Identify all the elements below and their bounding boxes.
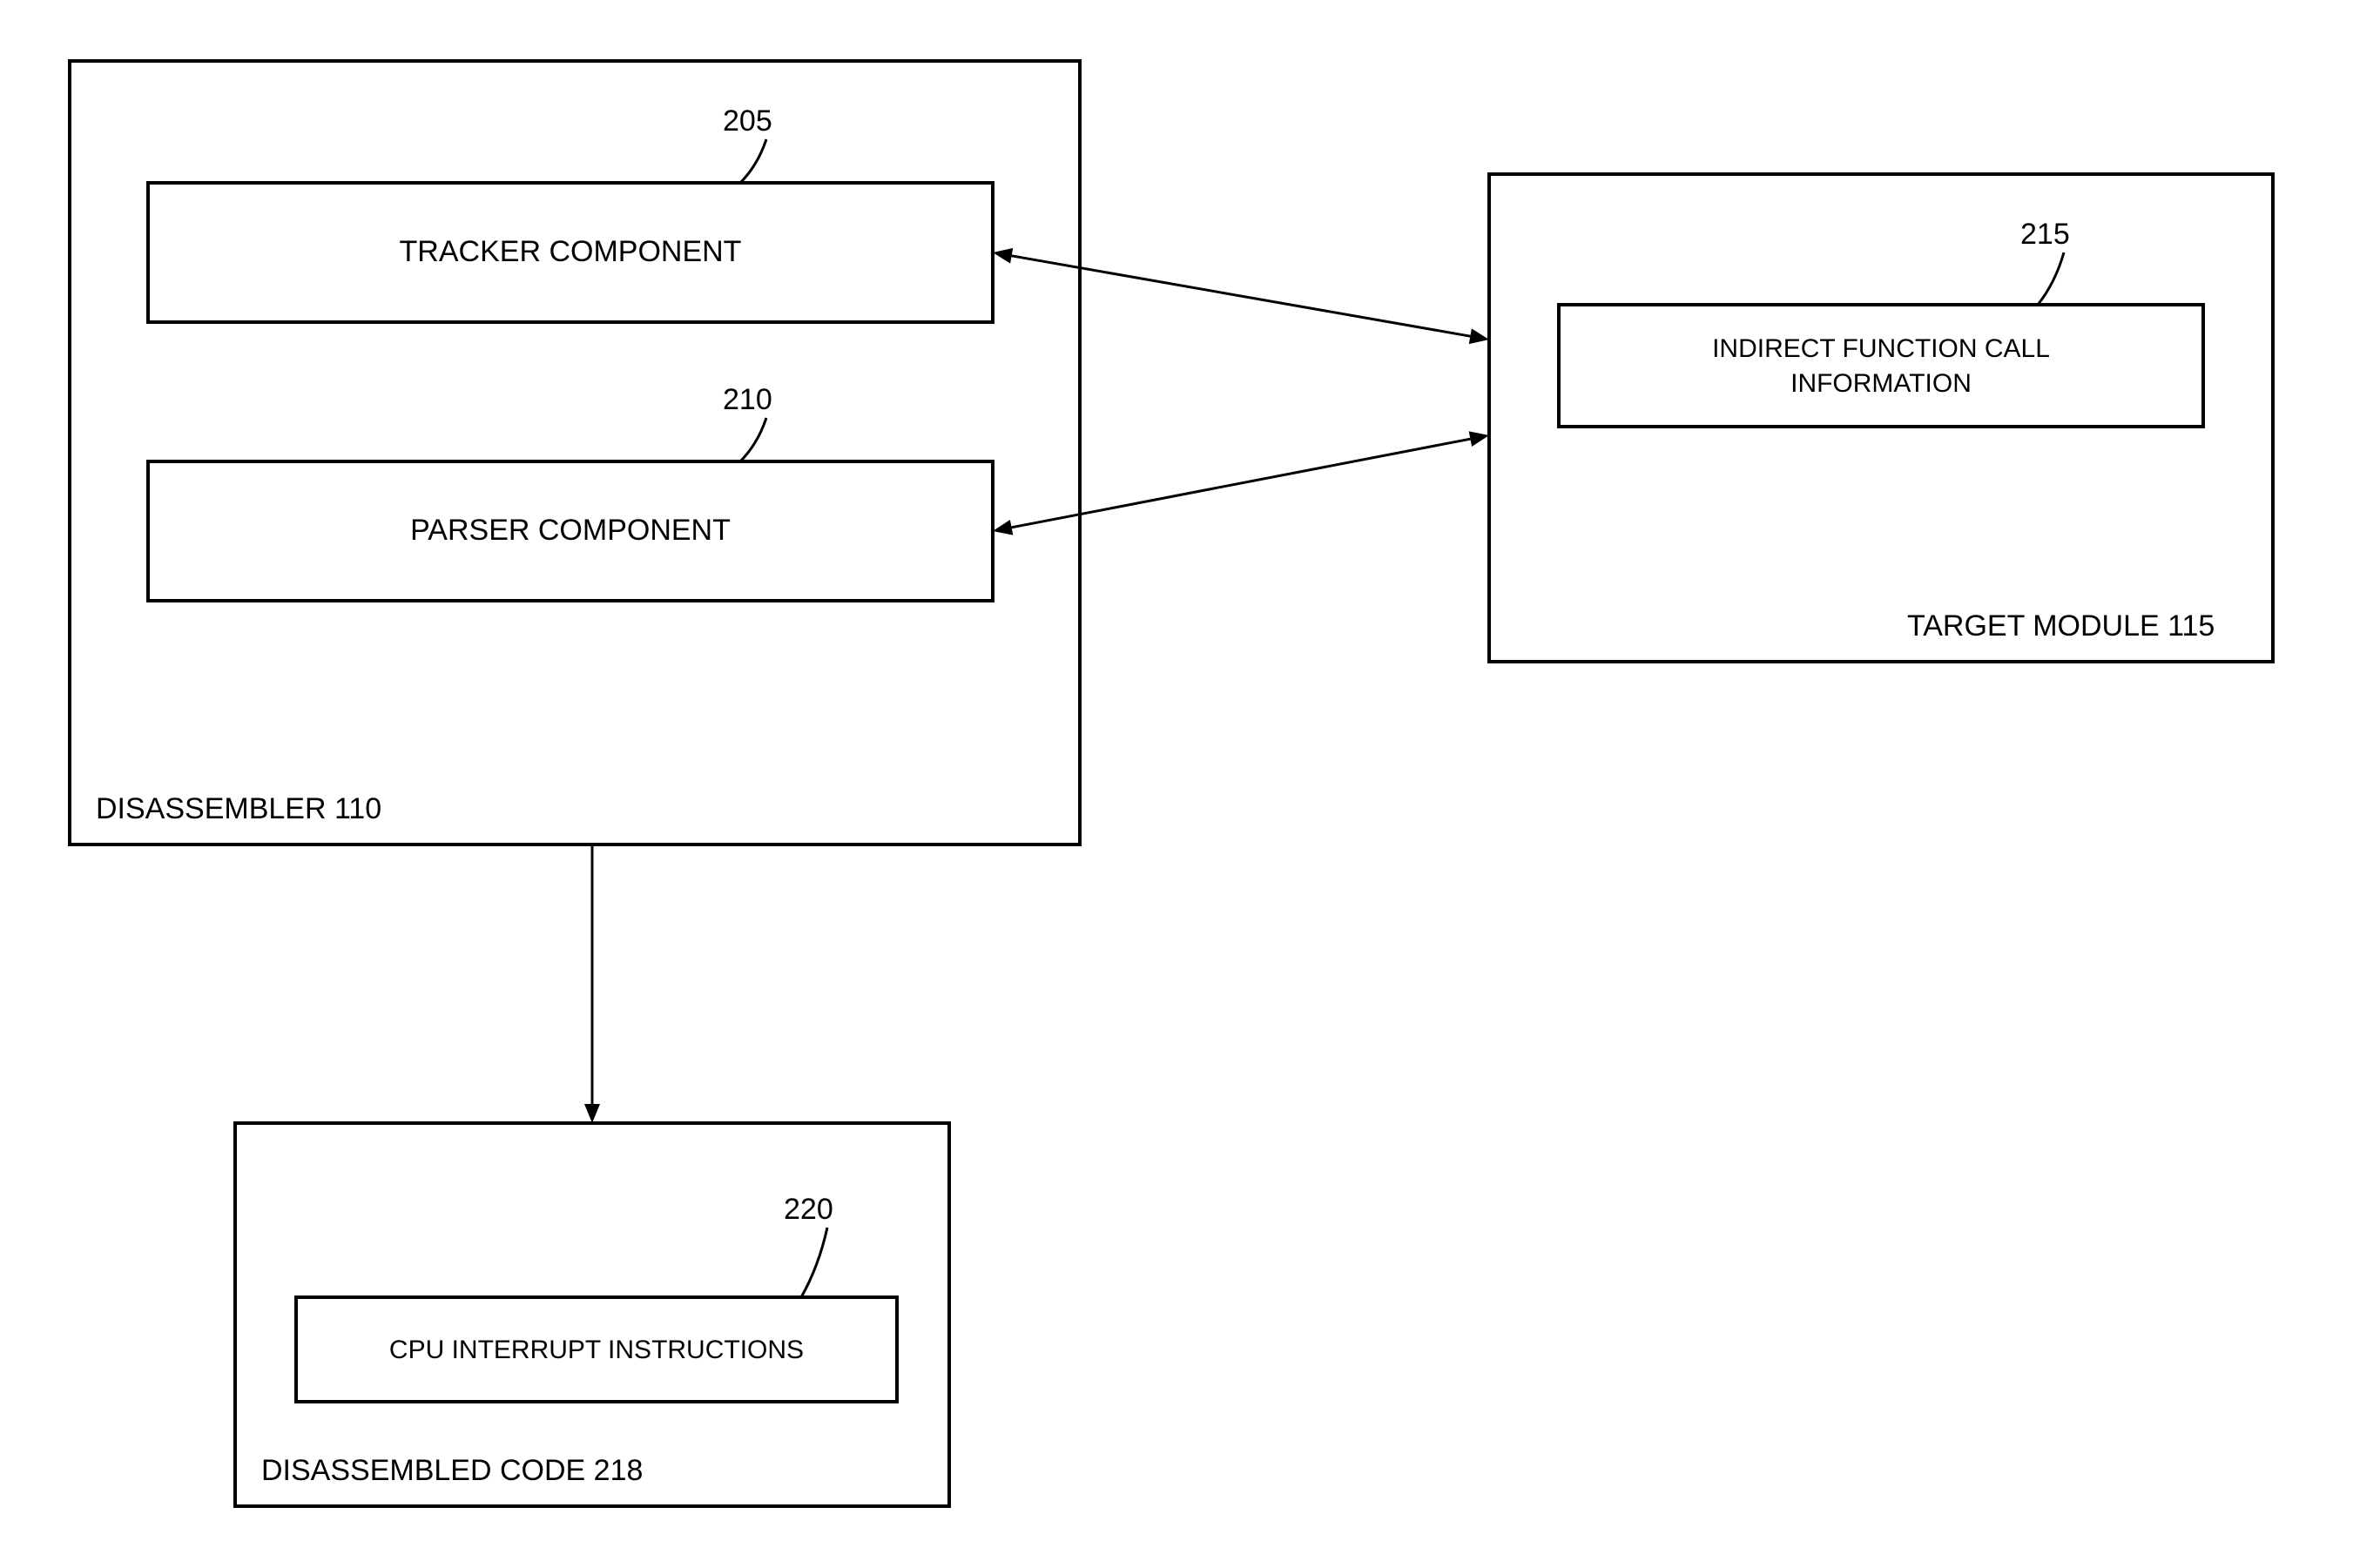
disassembler-box <box>70 61 1080 845</box>
disassembled-code-box <box>235 1123 949 1506</box>
indirect-call-info-box <box>1559 305 2203 427</box>
indirect-ref-leader <box>2038 252 2064 305</box>
parser-ref-210: 210 <box>723 383 772 416</box>
tracker-to-target-head-start <box>993 248 1013 264</box>
parser-to-target-head-end <box>1469 431 1489 447</box>
parser-ref-leader <box>740 418 766 461</box>
indirect-call-info-label-line1: INDIRECT FUNCTION CALL <box>1712 334 2050 363</box>
target-module-box <box>1489 174 2273 662</box>
cpuint-ref-220: 220 <box>784 1193 833 1226</box>
disassembled-code-label: DISASSEMBLED CODE 218 <box>261 1454 643 1487</box>
indirect-ref-215: 215 <box>2020 218 2070 251</box>
tracker-to-target-head-end <box>1469 328 1489 344</box>
disassembler-to-disassembled-head-end <box>584 1104 600 1123</box>
target-module-label: TARGET MODULE 115 <box>1907 609 2215 643</box>
cpu-interrupt-instructions-label: CPU INTERRUPT INSTRUCTIONS <box>389 1336 804 1364</box>
parser-to-target-head-start <box>993 520 1013 535</box>
tracker-ref-leader <box>740 139 766 183</box>
indirect-call-info-label-line2: INFORMATION <box>1790 369 1972 398</box>
tracker-ref-205: 205 <box>723 104 772 138</box>
parser-component-label: PARSER COMPONENT <box>410 514 731 547</box>
disassembler-label: DISASSEMBLER 110 <box>96 792 381 825</box>
cpuint-ref-leader <box>801 1228 827 1297</box>
tracker-component-label: TRACKER COMPONENT <box>400 235 742 268</box>
